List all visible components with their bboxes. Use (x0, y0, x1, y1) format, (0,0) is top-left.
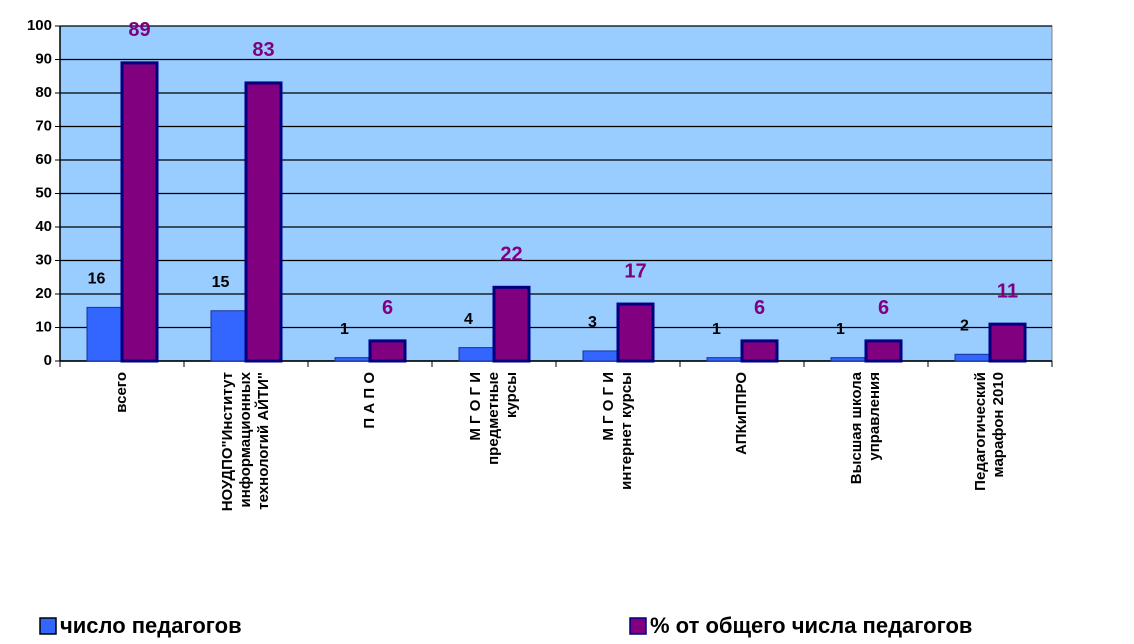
data-label: 6 (382, 297, 393, 319)
legend-swatch (629, 617, 647, 635)
bar (954, 353, 991, 362)
data-label: 11 (997, 280, 1018, 302)
bar (492, 285, 531, 363)
data-label: 6 (754, 297, 765, 319)
data-label: 1 (340, 321, 349, 338)
x-tick-label: АПКиППРО (733, 372, 750, 455)
x-tick-label: НОУДПО"Институтинформационныхтехнологий … (219, 371, 272, 511)
bar (86, 306, 123, 362)
bar (458, 347, 495, 362)
data-label: 6 (878, 297, 889, 319)
y-tick-label: 90 (35, 50, 52, 67)
data-label: 22 (500, 244, 522, 266)
x-tick-label: всего (113, 372, 130, 413)
bar (740, 339, 779, 363)
bar (988, 322, 1027, 363)
y-tick-label: 0 (44, 352, 52, 369)
y-tick-label: 70 (35, 117, 52, 134)
bar (582, 350, 619, 362)
y-tick-label: 50 (35, 184, 52, 201)
bar (244, 81, 283, 363)
legend-label: число педагогов (60, 613, 242, 638)
data-label: 2 (960, 318, 969, 335)
data-label: 89 (128, 19, 150, 41)
data-label: 15 (212, 274, 230, 291)
bar (210, 310, 247, 362)
y-tick-label: 20 (35, 285, 52, 302)
x-tick-label: М Г О Г Ипредметныекурсы (467, 372, 520, 465)
data-label: 83 (252, 39, 274, 61)
y-tick-label: 30 (35, 251, 52, 268)
data-label: 3 (588, 314, 597, 331)
bar (616, 302, 655, 363)
y-tick-label: 40 (35, 218, 52, 235)
x-tick-label: Педагогическиймарафон 2010 (972, 372, 1007, 491)
data-label: 4 (464, 311, 473, 328)
legend-swatch (39, 617, 57, 635)
x-tick-label: П А П О (361, 372, 378, 429)
y-tick-label: 100 (27, 17, 52, 34)
y-tick-label: 10 (35, 318, 52, 335)
data-label: 1 (712, 321, 721, 338)
bar (830, 357, 867, 362)
bar (120, 61, 159, 363)
data-label: 16 (88, 271, 106, 288)
data-label: 17 (624, 260, 646, 282)
y-tick-label: 80 (35, 84, 52, 101)
bar (334, 357, 371, 362)
data-label: 1 (836, 321, 845, 338)
bar (368, 339, 407, 363)
x-tick-label: Высшая школауправления (848, 371, 883, 484)
x-tick-label: М Г О Г Иинтернет курсы (600, 372, 635, 490)
legend-label: % от общего числа педагогов (650, 613, 972, 638)
bar (864, 339, 903, 363)
bar (706, 357, 743, 362)
y-tick-label: 60 (35, 151, 52, 168)
